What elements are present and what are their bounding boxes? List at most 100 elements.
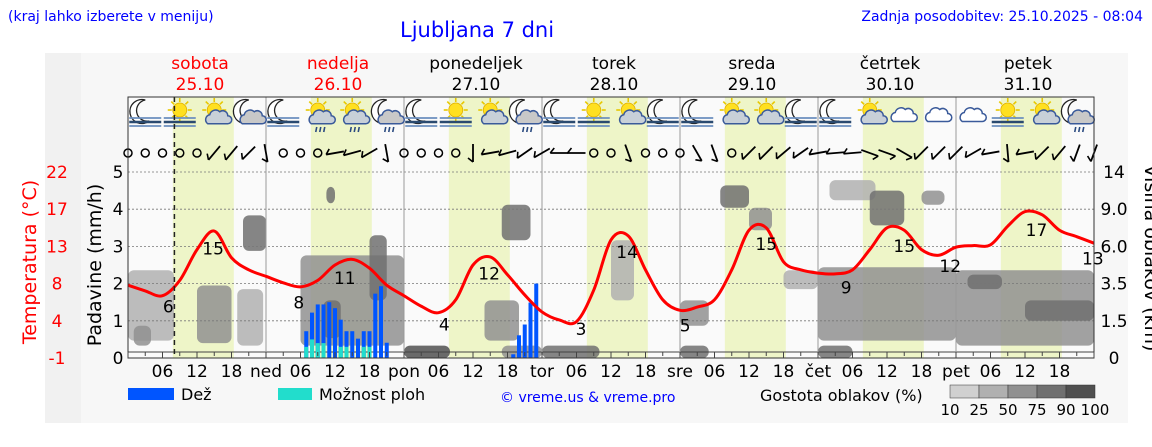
day-name: sreda (728, 54, 775, 74)
cloud-blob (501, 204, 531, 241)
rain-bar (356, 338, 360, 358)
wind-barb-icon (325, 148, 345, 156)
sun-disc (448, 102, 464, 118)
sun-ray (633, 100, 638, 105)
day-name: ponedeljek (429, 54, 523, 74)
wind-barb-icon (261, 143, 269, 163)
sun-ray (874, 100, 879, 105)
density-tick: 10 (940, 401, 959, 419)
wind-barb-tick (533, 151, 536, 158)
day-date: 31.10 (1004, 75, 1053, 95)
hour-label: 12 (738, 362, 760, 382)
day-abbr-label: pon (388, 362, 420, 382)
cloud-shape (515, 109, 543, 125)
wind-barb-icon (980, 148, 1000, 156)
wind-barb-tick (872, 155, 879, 161)
wind-barb-tick (758, 152, 761, 160)
temperature-tick: 8 (52, 275, 63, 295)
last-updated: Zadnja posodobitev: 25.10.2025 - 08:04 (861, 9, 1143, 25)
cloud-blob (720, 185, 749, 208)
temperature-tick: 13 (46, 237, 68, 257)
hour-label: 18 (911, 362, 933, 382)
wind-barb-icon (775, 146, 791, 160)
wind-barb-shaft (896, 147, 913, 159)
cloud-shape (480, 109, 509, 125)
precipitation-tick: 2 (113, 275, 124, 295)
wind-barb-icon (1015, 148, 1035, 156)
wind-barb-shaft (481, 150, 500, 156)
sun-ray (757, 100, 762, 105)
sun-ray (343, 100, 348, 105)
credit-link[interactable]: © vreme.us & vreme.pro (500, 390, 675, 406)
cloud-shape (722, 109, 750, 125)
sun-ray (722, 100, 727, 105)
rain-drop (525, 126, 529, 133)
cloud-shape (308, 109, 336, 125)
wind-barb-shaft (241, 145, 256, 161)
rain-drop (1081, 126, 1085, 133)
wind-barb-shaft (792, 147, 809, 159)
wind-barb-icon (842, 148, 862, 155)
calm-wind-icon (675, 148, 685, 158)
wind-barb-tick (467, 157, 474, 163)
calm-wind-icon (192, 148, 202, 158)
moon-fog-icon (681, 98, 714, 127)
cloud-blob (243, 215, 266, 251)
calm-wind-icon (727, 148, 737, 158)
wind-barb-shaft (826, 151, 845, 155)
wind-barb-icon (566, 147, 586, 154)
cloud-blob (133, 325, 151, 346)
density-tick: 75 (1027, 401, 1046, 419)
cloud-shape (756, 109, 785, 125)
moon-cloud-rain-icon (508, 98, 543, 133)
cloud-blob (197, 285, 232, 344)
sun-ray (1047, 100, 1052, 105)
calm-wind-icon (313, 148, 323, 158)
wind-barb-icon (758, 145, 774, 161)
wind-barb-icon (223, 145, 238, 161)
wind-barb-shaft (343, 149, 362, 157)
density-swatch (1007, 384, 1038, 399)
cloud-blob (323, 300, 341, 339)
day-name: torek (592, 54, 636, 74)
wind-barb-tick (625, 158, 632, 163)
temperature-extreme-label: 14 (616, 243, 638, 263)
wind-barb-shaft (498, 149, 517, 157)
temperature-extreme-labels: 6 15 8 11 4 12 3 14 5 15 9 15 12 17 13 (163, 221, 1104, 340)
cloud-blob (921, 190, 945, 205)
rain-drop (387, 126, 391, 133)
sun-cloud-icon (202, 98, 233, 125)
cloud-blob (1025, 300, 1094, 321)
calm-wind-icon (278, 148, 288, 158)
rain-bar (517, 335, 521, 358)
cloud-blob (967, 274, 1002, 290)
sun-cloud-icon (857, 98, 888, 125)
moon-fog-icon (543, 98, 576, 127)
day-date: 25.10 (176, 75, 225, 95)
cloud-height-tick: 0 (1109, 349, 1120, 369)
showers-bar (344, 346, 349, 358)
wind-barb-tick (516, 151, 519, 159)
sun-cloud-icon (754, 98, 785, 125)
cloud-shape (377, 109, 405, 125)
cloud-blob (369, 235, 387, 301)
sun-ray (998, 100, 1003, 105)
rain-bar (522, 324, 527, 358)
location-hint[interactable]: (kraj lahko izberete v meniju) (8, 9, 214, 25)
wind-barb-shaft (533, 147, 551, 159)
rain-drop (521, 126, 525, 133)
wind-barb-icon (467, 144, 474, 163)
sun-cloud-rain-icon (340, 98, 371, 133)
day-name: sobota (171, 54, 229, 74)
temperature-extreme-label: 13 (1082, 250, 1104, 270)
hour-label: 18 (1049, 362, 1071, 382)
rain-drop (318, 126, 322, 133)
sun-disc (586, 102, 602, 118)
density-tick: 100 (1081, 401, 1110, 419)
sun-ray (205, 100, 210, 105)
wind-barb-icon (964, 147, 982, 159)
cloud-shape (239, 109, 267, 125)
hour-label: 18 (221, 362, 243, 382)
rain-drop (314, 126, 318, 133)
wind-barb-shaft (225, 145, 238, 161)
